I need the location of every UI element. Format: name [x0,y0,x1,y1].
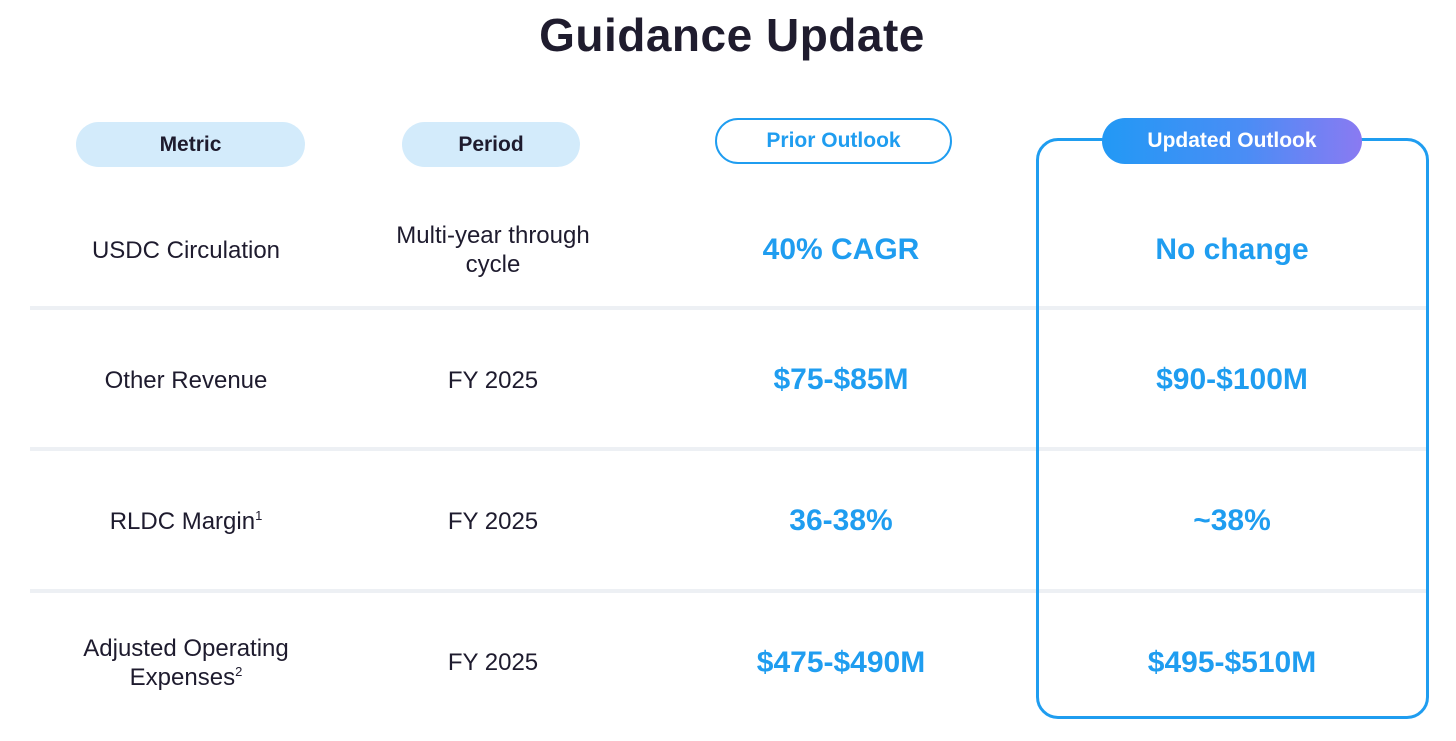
page-title: Guidance Update [539,9,925,61]
metric-label: Other Revenue [104,366,268,394]
period-label: Multi-year through cycle [396,222,590,278]
updated-outlook-value: ~38% [1193,504,1271,537]
prior-outlook-value: $75-$85M [773,363,909,396]
updated-outlook-value: $90-$100M [1156,363,1308,396]
metric-label: RLDC Margin1 [110,507,263,536]
metric-cell: Other Revenue [36,345,336,415]
metric-cell: Adjusted Operating Expenses2 [36,620,336,705]
metric-cell: RLDC Margin1 [36,486,336,556]
prior-outlook-value: 40% CAGR [762,233,920,266]
period-label: FY 2025 [447,649,539,676]
prior-outlook-column-header: Prior Outlook [715,118,952,164]
footnote-marker: 1 [255,507,263,523]
metric-label: USDC Circulation [91,236,281,264]
metric-column-header: Metric [76,122,305,167]
metric-label: Adjusted Operating Expenses2 [61,634,311,692]
period-label: FY 2025 [447,366,539,394]
period-label: FY 2025 [447,507,539,535]
row-divider [30,306,1428,310]
metric-label-text: Adjusted Operating Expenses [83,634,289,691]
updated-outlook-value: $495-$510M [1147,645,1317,679]
period-column-header: Period [402,122,580,167]
updated-outlook-column-header: Updated Outlook [1102,118,1362,164]
row-divider [30,447,1428,451]
updated-outlook-value: No change [1155,233,1309,266]
prior-outlook-value: $475-$490M [756,645,926,679]
row-divider [30,589,1428,593]
period-cell: Multi-year through cycle [343,205,643,295]
prior-outlook-value: 36-38% [789,504,893,537]
metric-label-text: RLDC Margin [109,507,256,535]
metric-cell: USDC Circulation [36,205,336,295]
footnote-marker: 2 [235,663,243,679]
